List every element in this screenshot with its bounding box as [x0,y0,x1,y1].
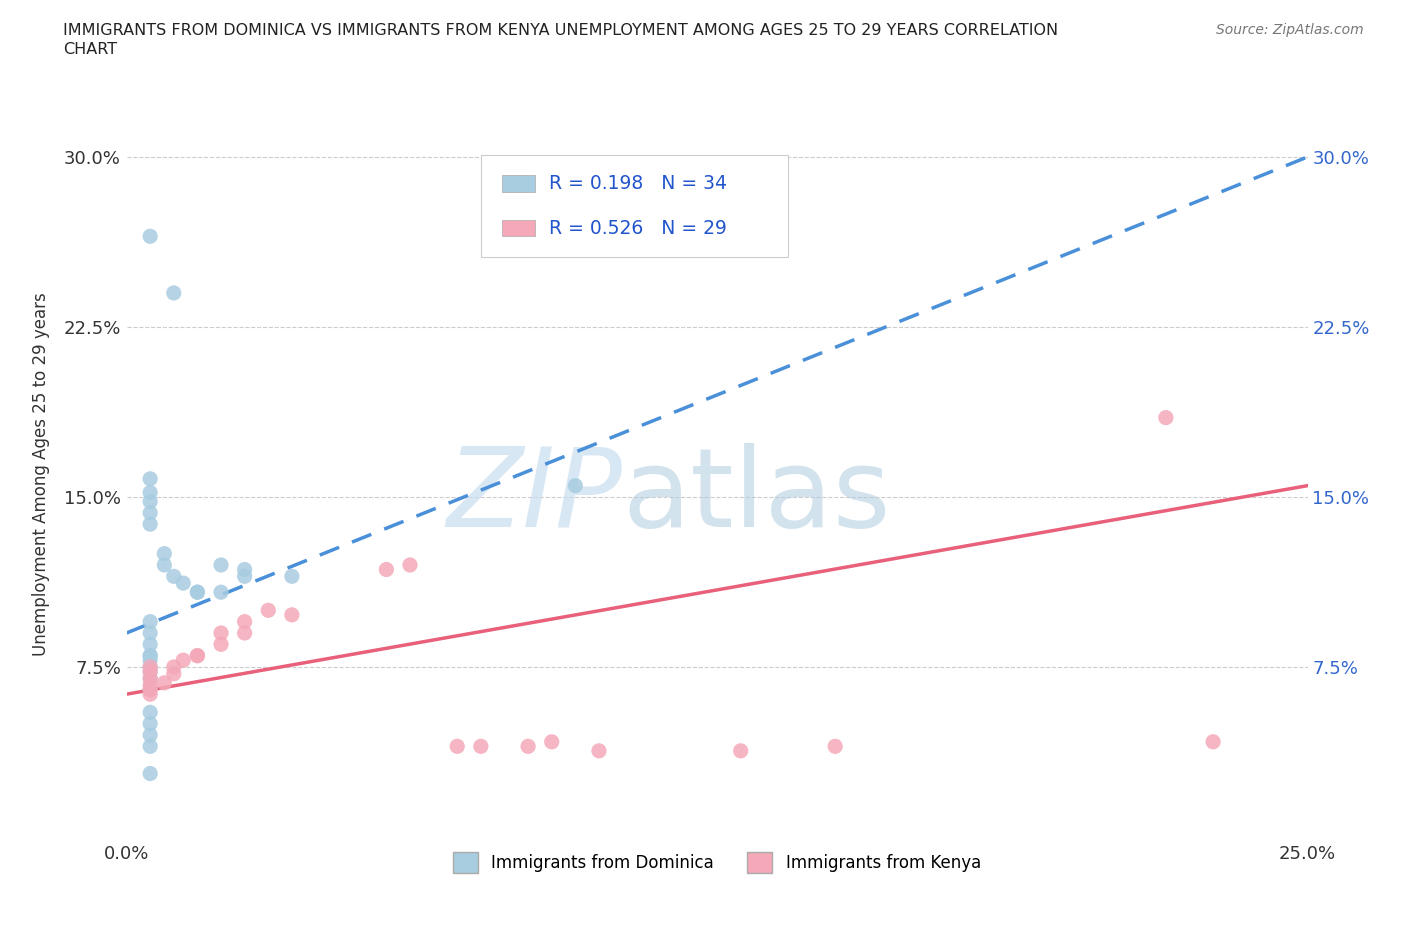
Point [281,607,304,622]
Point [163,569,186,584]
Y-axis label: Unemployment Among Ages 25 to 29 years: Unemployment Among Ages 25 to 29 years [32,292,49,657]
Point [517,738,540,753]
Point [139,517,162,532]
Point [139,671,162,685]
Text: R = 0.526   N = 29: R = 0.526 N = 29 [550,219,727,238]
Point [281,569,304,584]
Text: IMMIGRANTS FROM DOMINICA VS IMMIGRANTS FROM KENYA UNEMPLOYMENT AMONG AGES 25 TO : IMMIGRANTS FROM DOMINICA VS IMMIGRANTS F… [63,23,1059,38]
Point [139,716,162,731]
FancyBboxPatch shape [502,220,536,236]
Point [139,678,162,693]
Point [139,683,162,698]
Point [399,558,422,573]
Point [139,505,162,520]
Text: R = 0.198   N = 34: R = 0.198 N = 34 [550,174,727,193]
Point [209,626,232,641]
Point [163,666,186,681]
Point [209,558,232,573]
Point [233,562,256,577]
Point [139,648,162,663]
Point [233,626,256,641]
Point [139,705,162,720]
Point [209,585,232,600]
FancyBboxPatch shape [502,176,536,192]
Point [375,562,398,577]
Point [470,738,492,753]
Point [153,558,176,573]
Text: CHART: CHART [63,42,117,57]
FancyBboxPatch shape [481,155,787,257]
Point [153,675,176,690]
Point [209,637,232,652]
Point [446,738,468,753]
Text: atlas: atlas [623,443,891,550]
Point [139,664,162,679]
Point [139,738,162,753]
Point [163,659,186,674]
Point [139,648,162,663]
Point [564,478,586,493]
Point [186,585,208,600]
Point [730,743,752,758]
Point [186,585,208,600]
Point [588,743,610,758]
Point [139,472,162,486]
Point [1202,735,1225,750]
Point [139,766,162,781]
Point [139,659,162,674]
Point [139,229,162,244]
Point [153,546,176,561]
Point [257,603,280,618]
Point [139,683,162,698]
Point [139,637,162,652]
Point [186,648,208,663]
Point [139,664,162,679]
Point [163,286,186,300]
Point [139,686,162,701]
Point [139,494,162,509]
Point [139,659,162,674]
Text: ZIP: ZIP [447,443,623,550]
Point [139,671,162,685]
Point [186,648,208,663]
Point [139,626,162,641]
Point [233,614,256,629]
Legend: Immigrants from Dominica, Immigrants from Kenya: Immigrants from Dominica, Immigrants fro… [446,845,988,880]
Point [139,614,162,629]
Point [139,485,162,500]
Point [540,735,562,750]
Point [233,569,256,584]
Point [1154,410,1177,425]
Text: Source: ZipAtlas.com: Source: ZipAtlas.com [1216,23,1364,37]
Point [139,727,162,742]
Point [139,653,162,668]
Point [172,653,194,668]
Point [172,576,194,591]
Point [824,738,846,753]
